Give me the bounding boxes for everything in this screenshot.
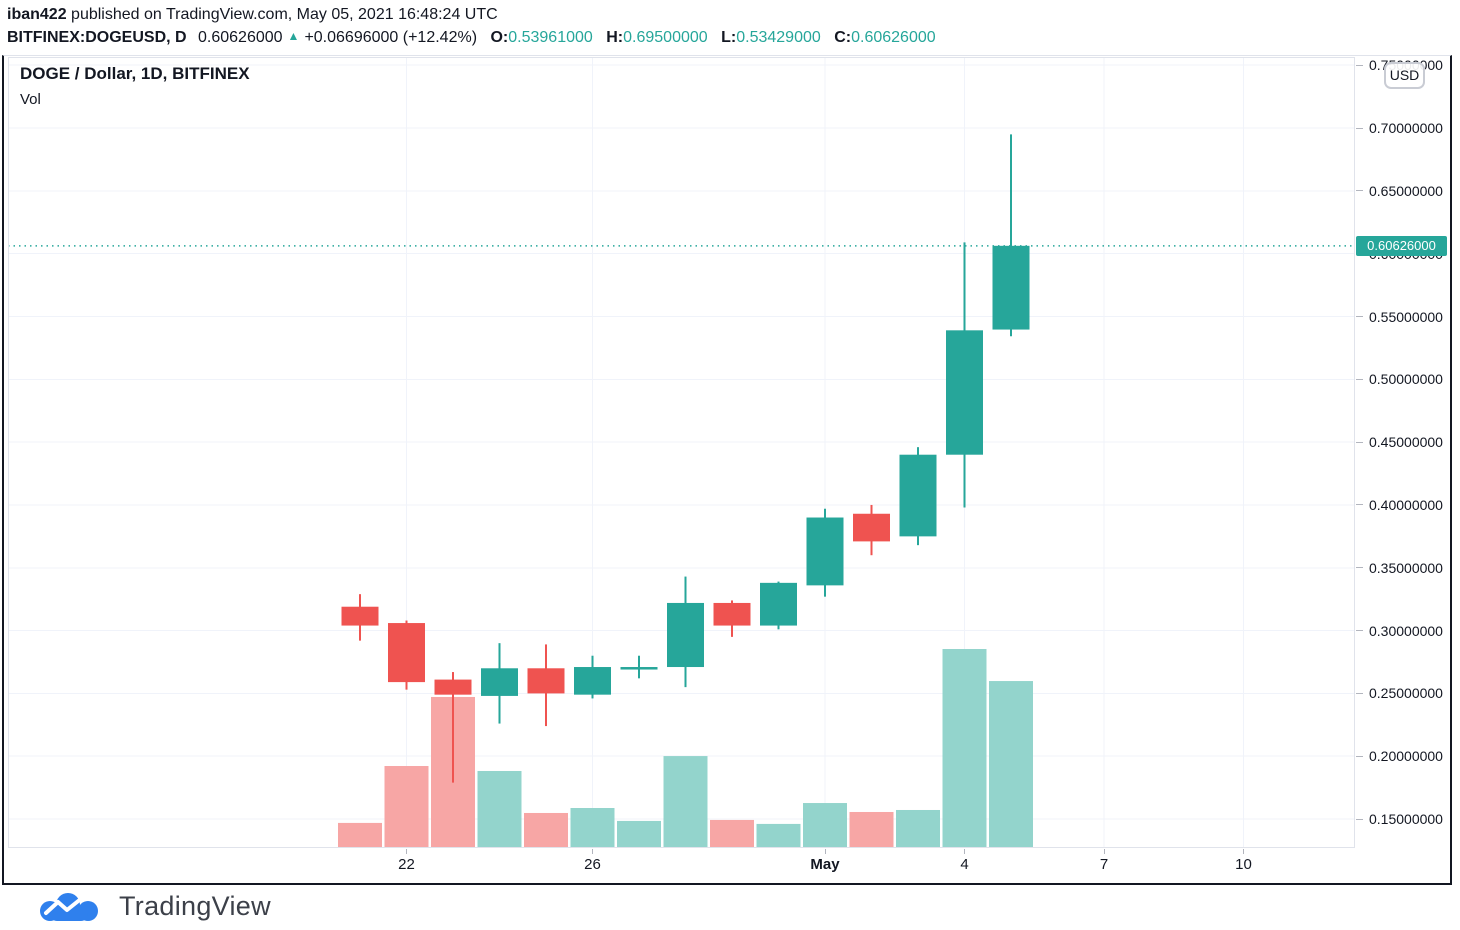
plot-border <box>8 57 1355 848</box>
candle-body <box>806 517 844 586</box>
open-value: 0.53961000 <box>508 29 593 46</box>
volume-bar <box>989 681 1033 848</box>
volume-bar <box>803 803 847 848</box>
time-tick-mark <box>964 849 965 854</box>
change-value: +0.06696000 (+12.42%) <box>304 29 478 46</box>
low-label: L: <box>721 29 737 46</box>
volume-bar <box>756 823 801 848</box>
candle-body <box>992 245 1030 330</box>
price-tick-mark <box>1356 64 1363 66</box>
price-chart-plot[interactable] <box>8 57 1355 848</box>
symbol-label: BITFINEX:DOGEUSD, D <box>7 29 187 46</box>
high-label: H: <box>606 29 624 46</box>
time-axis-label: 10 <box>1235 856 1252 873</box>
volume-bar <box>617 820 661 848</box>
up-arrow-icon: ▲ <box>287 29 300 43</box>
price-tick-mark <box>1356 378 1363 380</box>
symbol-info-row: BITFINEX:DOGEUSD, D 0.60626000 ▲ +0.066960… <box>7 29 936 47</box>
volume-bar <box>524 812 568 848</box>
candle-body <box>341 606 379 626</box>
open-pair: O:0.53961000 <box>490 29 592 46</box>
last-price-value: 0.60626000 <box>198 29 283 46</box>
candle-body <box>481 668 518 696</box>
time-axis-label: 26 <box>584 856 601 873</box>
price-axis-label: 0.20000000 <box>1369 748 1443 765</box>
price-tick-mark <box>1356 567 1363 569</box>
volume-bar <box>849 811 894 848</box>
candle-body <box>388 623 425 683</box>
price-tick-mark <box>1356 630 1363 632</box>
price-tick-mark <box>1356 504 1363 506</box>
price-tick-mark <box>1356 127 1363 129</box>
time-tick-mark <box>592 849 593 854</box>
volume-bar <box>384 766 429 848</box>
author-name: iban422 <box>7 6 67 23</box>
low-value: 0.53429000 <box>736 29 821 46</box>
price-axis-label: 0.55000000 <box>1369 308 1443 325</box>
volume-bar <box>710 819 754 848</box>
candle-body <box>713 602 751 626</box>
price-tick-mark <box>1356 190 1363 192</box>
price-axis-label: 0.70000000 <box>1369 120 1443 137</box>
time-tick-mark <box>824 849 826 854</box>
price-axis-label: 0.50000000 <box>1369 371 1443 388</box>
time-axis-label: May <box>810 856 840 873</box>
price-tick-mark <box>1356 755 1363 757</box>
high-pair: H:0.69500000 <box>606 29 707 46</box>
candle-body <box>946 330 983 455</box>
open-label: O: <box>490 29 509 46</box>
candle-body <box>899 454 937 537</box>
price-tick-mark <box>1356 692 1363 694</box>
candle-body <box>434 679 472 695</box>
price-tick-mark <box>1356 316 1363 317</box>
candle-body <box>760 582 797 626</box>
price-axis-label: 0.45000000 <box>1369 434 1443 451</box>
price-axis-label: 0.65000000 <box>1369 182 1443 199</box>
candle-body <box>620 667 658 670</box>
volume-bar <box>570 808 615 848</box>
time-axis-label: 7 <box>1099 856 1109 873</box>
price-axis-label: 0.25000000 <box>1369 685 1443 702</box>
publish-info: iban422 published on TradingView.com, Ma… <box>7 6 498 24</box>
tradingview-logo-icon[interactable] <box>33 892 105 922</box>
price-axis-label: 0.15000000 <box>1369 811 1443 828</box>
price-tick-mark <box>1356 818 1363 820</box>
volume-bar <box>942 649 987 848</box>
low-pair: L:0.53429000 <box>721 29 821 46</box>
chart-legend-title[interactable]: DOGE / Dollar, 1D, BITFINEX <box>20 64 250 83</box>
volume-bar <box>896 809 940 848</box>
candle-body <box>853 513 890 542</box>
close-label: C: <box>834 29 852 46</box>
price-axis-label: 0.35000000 <box>1369 559 1443 576</box>
time-tick-mark <box>1243 849 1244 854</box>
chart-legend: DOGE / Dollar, 1D, BITFINEX Vol <box>20 64 250 108</box>
candle-body <box>527 668 565 694</box>
currency-toggle-button[interactable]: USD <box>1384 62 1425 89</box>
close-value: 0.60626000 <box>851 29 936 46</box>
chart-frame <box>2 55 1452 885</box>
price-axis-label: 0.40000000 <box>1369 496 1443 513</box>
price-tick-mark <box>1356 441 1363 443</box>
tradingview-logo-text[interactable]: TradingView <box>119 891 271 921</box>
candle-body <box>667 602 704 668</box>
volume-indicator-label[interactable]: Vol <box>20 91 41 108</box>
high-value: 0.69500000 <box>623 29 708 46</box>
time-axis-label: 22 <box>398 856 415 873</box>
time-tick-mark <box>1103 849 1105 854</box>
volume-bar <box>663 756 708 848</box>
publish-text: published on TradingView.com, May 05, 20… <box>66 6 498 23</box>
time-axis-label: 4 <box>960 856 969 873</box>
close-pair: C:0.60626000 <box>834 29 935 46</box>
time-tick-mark <box>406 849 407 854</box>
footer-brand: TradingView <box>33 891 271 922</box>
price-axis-label: 0.30000000 <box>1369 622 1443 639</box>
last-price-tag: 0.60626000 <box>1356 235 1447 256</box>
volume-bar <box>477 770 522 848</box>
volume-bar <box>338 822 382 848</box>
candle-body <box>574 667 611 695</box>
